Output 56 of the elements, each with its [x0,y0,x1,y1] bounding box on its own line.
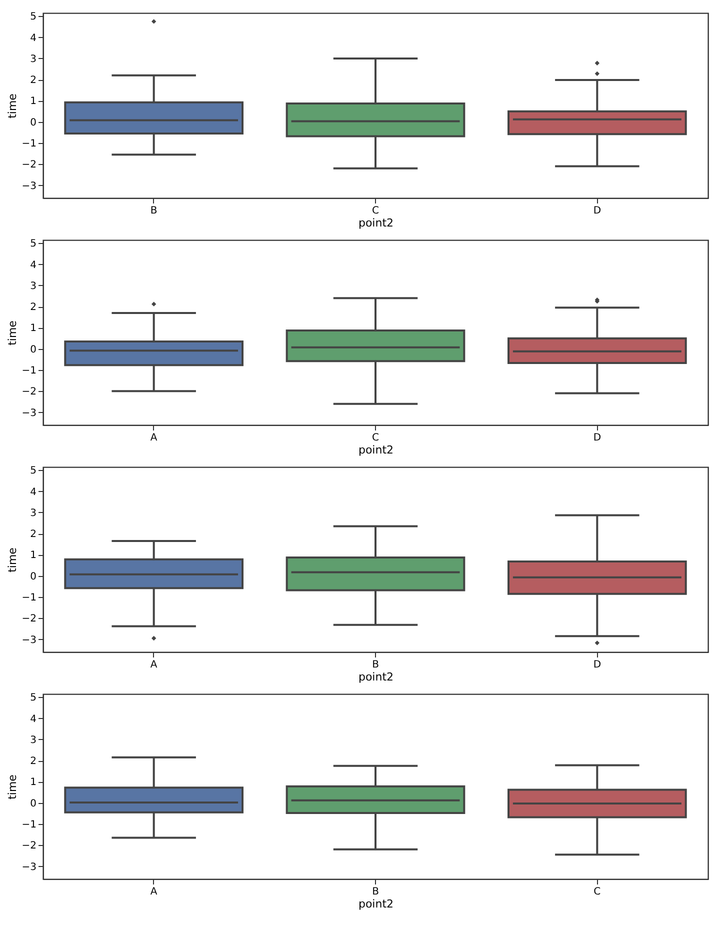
x-tick-label: A [150,432,158,444]
x-tick-label: C [372,206,380,216]
x-tick-label: A [150,886,158,898]
y-tick-label: −3 [22,634,36,646]
y-tick-label: 5 [30,238,36,250]
y-tick-label: 3 [30,54,36,65]
y-tick-label: 4 [30,260,36,271]
x-tick-label: B [372,660,380,670]
x-tick-label: D [593,206,602,216]
y-tick-label: −2 [22,840,36,852]
y-tick-label: −3 [22,180,36,192]
y-tick-label: 1 [30,96,36,108]
y-tick-label: 4 [30,32,36,44]
y-tick-label: 3 [30,508,36,519]
y-tick-label: 1 [30,323,36,334]
x-axis-title: point2 [358,216,394,230]
y-axis-title: time [6,320,19,346]
x-tick-label: B [372,886,380,898]
y-tick-label: 2 [30,529,36,540]
y-tick-label: −1 [22,592,36,604]
x-axis-title: point2 [358,670,394,684]
y-tick-label: 2 [30,75,36,86]
y-tick-label: 5 [30,692,36,704]
y-axis-title: time [6,547,19,572]
x-tick-label: C [594,886,601,898]
y-tick-label: 0 [30,344,36,356]
y-tick-label: −2 [22,386,36,398]
x-tick-label: D [593,432,602,444]
y-axis-title: time [6,93,19,118]
y-tick-label: −2 [22,160,36,171]
y-tick-label: −2 [22,614,36,625]
x-axis-title: point2 [358,898,394,910]
y-tick-label: 3 [30,280,36,292]
y-axis-title: time [6,774,19,800]
y-tick-label: 4 [30,486,36,498]
x-tick-label: B [150,206,158,216]
x-tick-label: D [593,660,602,670]
x-tick-label: A [150,660,158,670]
y-tick-label: 1 [30,550,36,562]
y-tick-label: 4 [30,714,36,725]
y-tick-label: 2 [30,756,36,768]
y-tick-label: −3 [22,862,36,873]
x-axis-title: point2 [358,444,394,456]
y-tick-label: 1 [30,777,36,788]
y-tick-label: −3 [22,408,36,419]
y-tick-label: −1 [22,366,36,377]
y-tick-label: 0 [30,798,36,810]
x-tick-label: C [372,432,380,444]
y-tick-label: 5 [30,466,36,477]
y-tick-label: 0 [30,117,36,128]
y-tick-label: −1 [22,820,36,831]
y-tick-label: 0 [30,571,36,582]
y-tick-label: 3 [30,734,36,746]
y-tick-label: −1 [22,138,36,150]
y-tick-label: 5 [30,12,36,23]
y-tick-label: 2 [30,302,36,314]
